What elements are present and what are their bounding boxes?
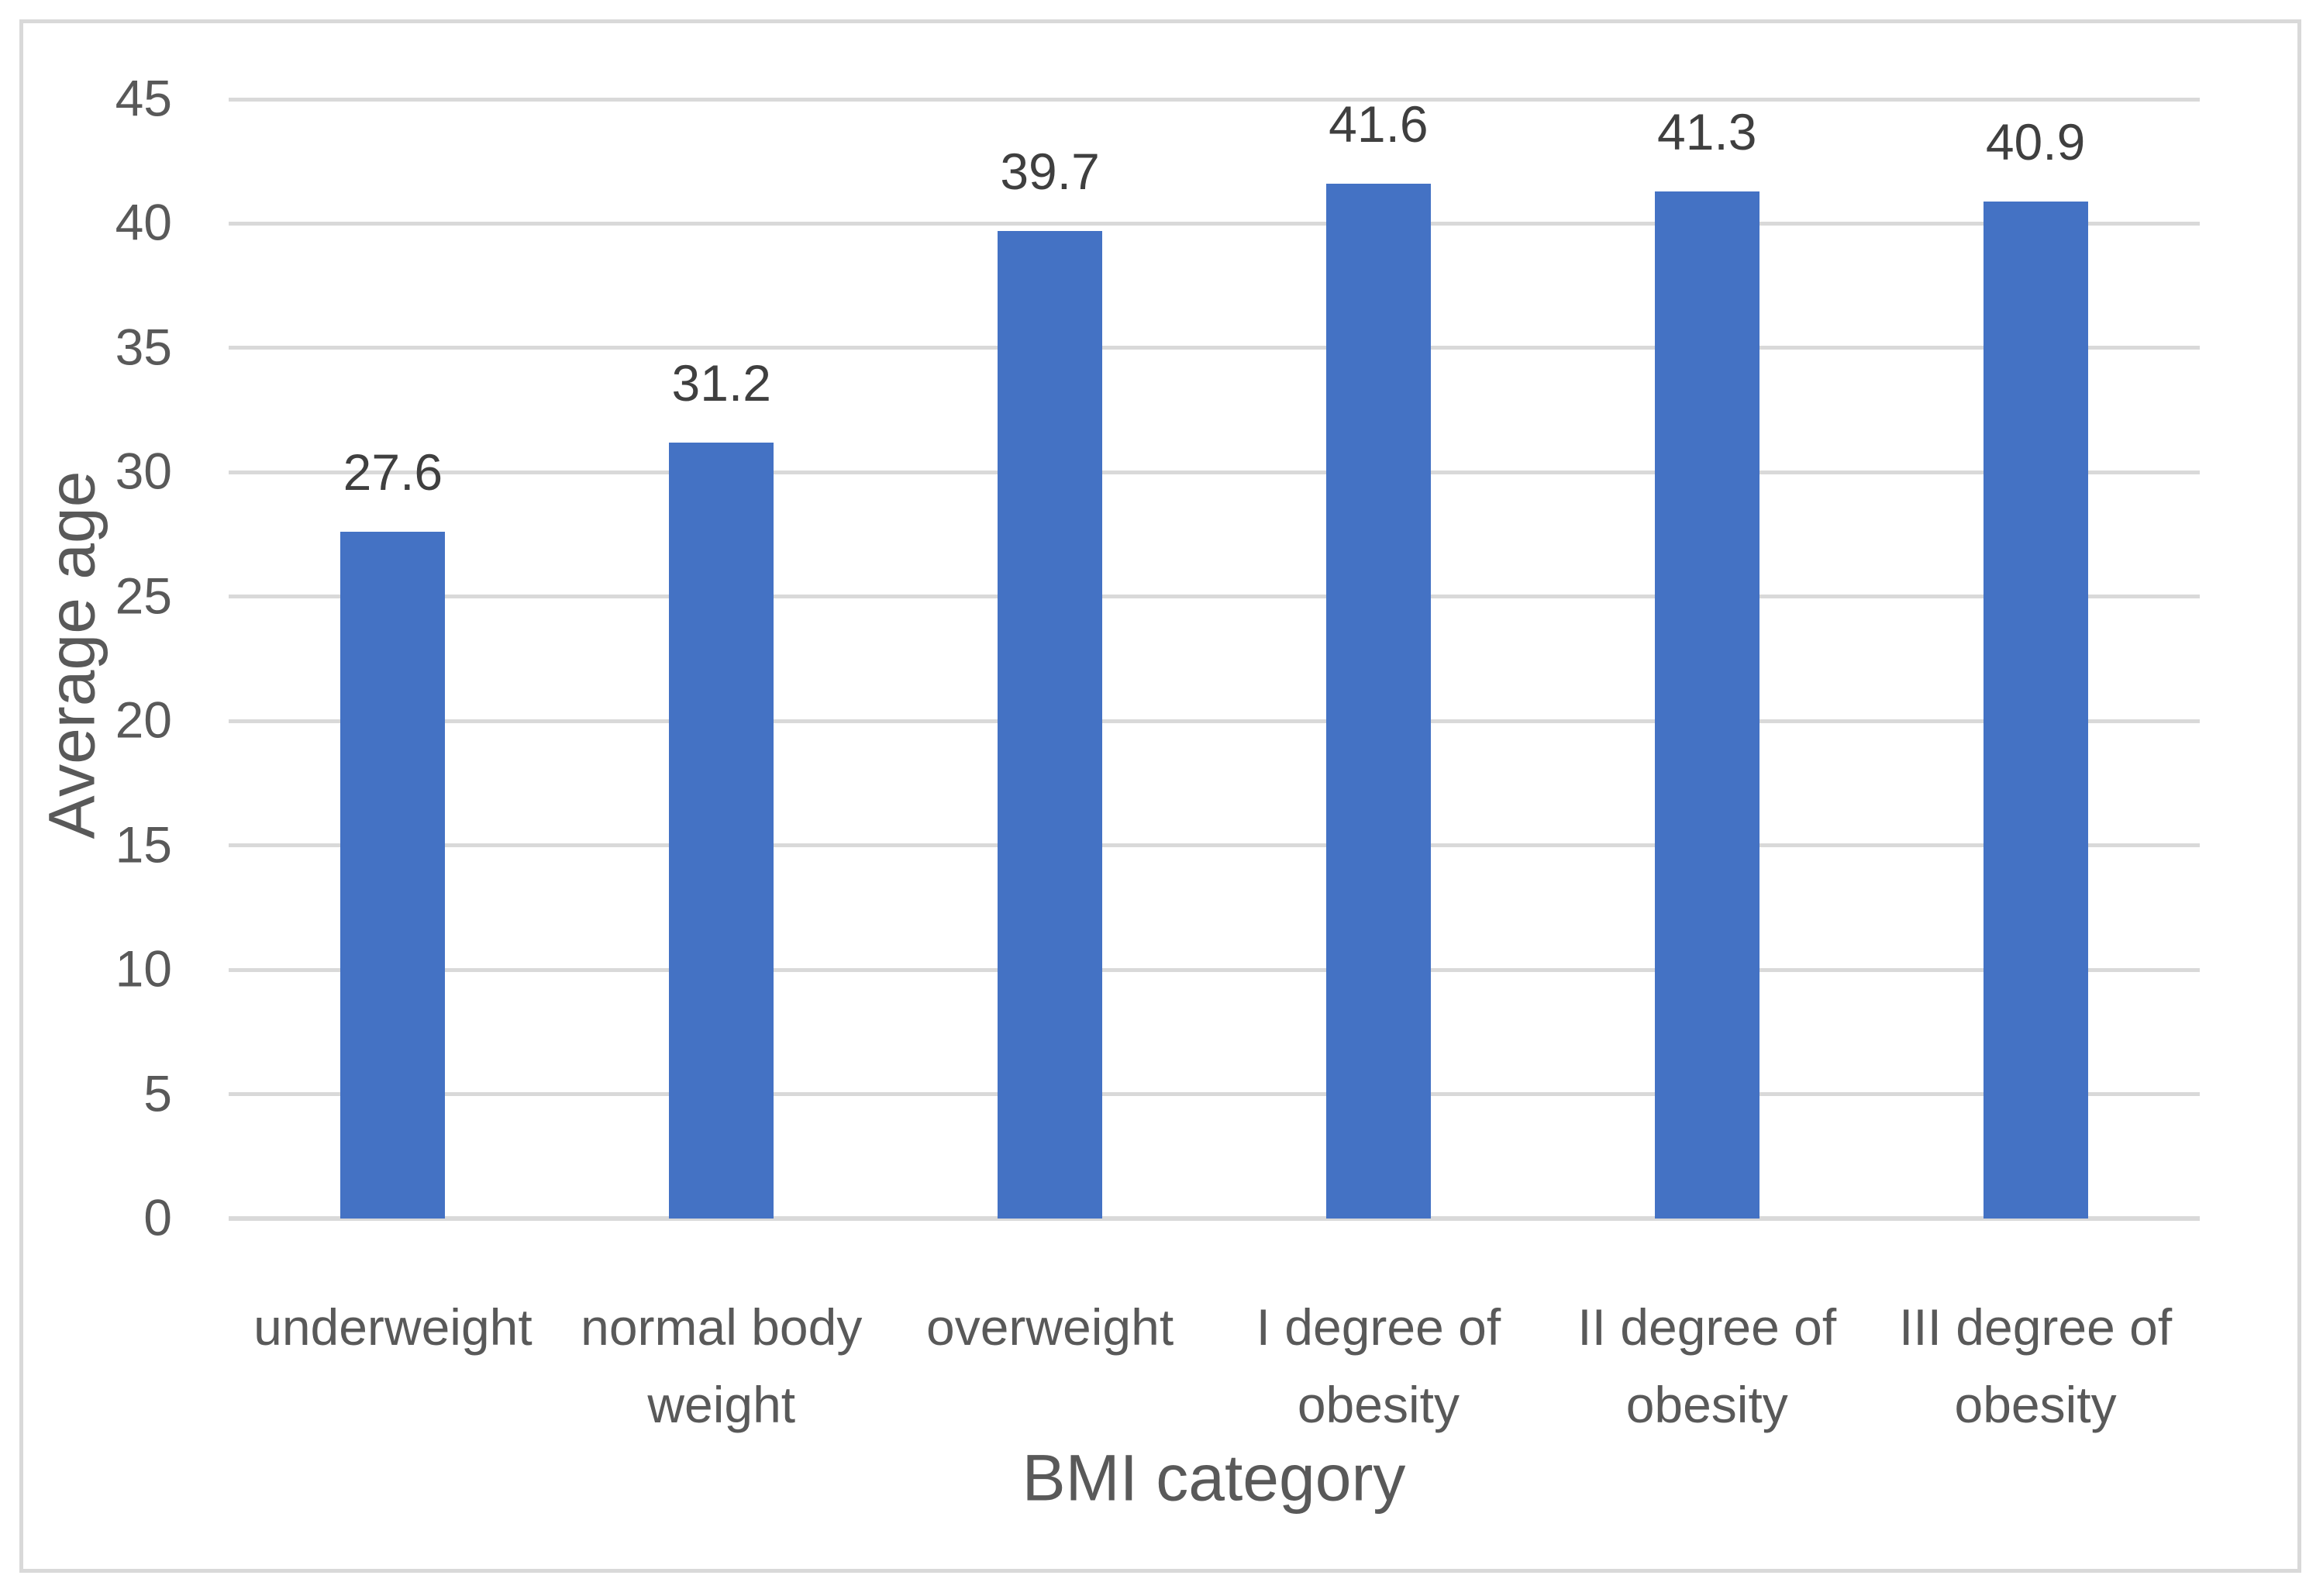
gridline	[229, 595, 2200, 599]
y-axis-title: Average age	[35, 471, 109, 839]
y-tick-label: 45	[115, 69, 172, 127]
bar-value-label: 27.6	[343, 443, 443, 502]
gridline	[229, 97, 2200, 102]
y-tick-label: 25	[115, 567, 172, 625]
gridline	[229, 719, 2200, 723]
y-tick-label: 0	[143, 1188, 172, 1246]
bar-value-label: 41.3	[1657, 102, 1757, 160]
gridline	[229, 221, 2200, 226]
bar-value-label: 41.6	[1329, 95, 1429, 153]
y-tick-label: 5	[143, 1064, 172, 1122]
bar	[1325, 184, 1431, 1219]
bar-value-label: 31.2	[671, 353, 771, 412]
bar	[669, 442, 774, 1219]
gridline	[229, 843, 2200, 848]
bar	[340, 532, 446, 1219]
y-tick-label: 30	[115, 443, 172, 501]
y-tick-label: 15	[115, 815, 172, 874]
y-tick-label: 35	[115, 318, 172, 376]
y-tick-label: 20	[115, 691, 172, 749]
y-tick-label: 10	[115, 939, 172, 998]
x-category-label: II degree of obesity	[1577, 1298, 1837, 1433]
bar	[1654, 191, 1759, 1219]
x-axis-line	[229, 1216, 2200, 1221]
x-category-label: normal body weight	[581, 1298, 863, 1433]
bar-value-label: 39.7	[1000, 143, 1100, 201]
x-category-label: III degree of obesity	[1898, 1298, 2173, 1433]
gridline	[229, 967, 2200, 972]
plot-area: 27.6 31.2 39.7 41.6 41.3 40.9	[229, 95, 2200, 1221]
x-category-label: underweight	[253, 1298, 532, 1356]
gridline	[229, 470, 2200, 474]
gridline	[229, 346, 2200, 350]
bar	[998, 231, 1103, 1219]
x-category-label: I degree of obesity	[1256, 1298, 1501, 1433]
bar	[1983, 201, 2088, 1219]
y-tick-label: 40	[115, 194, 172, 252]
x-category-label: overweight	[925, 1298, 1174, 1356]
bar-value-label: 40.9	[1985, 112, 2086, 171]
x-axis-title: BMI category	[1022, 1441, 1406, 1515]
chart-frame	[19, 19, 2301, 1573]
gridline	[229, 1092, 2200, 1097]
